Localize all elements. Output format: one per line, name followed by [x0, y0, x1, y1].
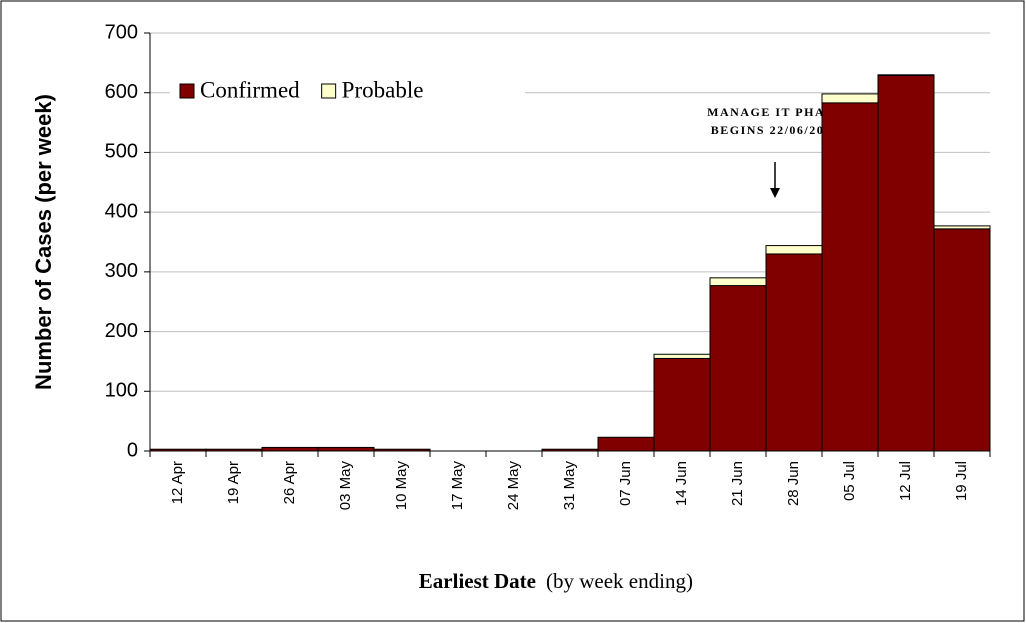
x-tick-label: 28 Jun — [785, 461, 802, 506]
x-tick-label: 05 Jul — [841, 461, 858, 501]
annotation: MANAGE IT PHASE — [707, 105, 843, 119]
x-tick-label: 03 May — [337, 461, 354, 511]
x-tick-label: 24 May — [505, 461, 522, 511]
legend-label: Probable — [342, 77, 424, 102]
x-tick-label: 12 Jul — [897, 461, 914, 501]
bar-segment — [597, 436, 655, 452]
legend-box — [170, 72, 525, 112]
bar-segment — [933, 225, 991, 230]
x-tick-label: 31 May — [561, 461, 578, 511]
x-tick-label: 10 May — [393, 461, 410, 511]
x-tick-label: 14 Jun — [673, 461, 690, 506]
x-axis-label: Earliest Date — [419, 569, 536, 593]
x-tick-label: 19 Apr — [225, 461, 242, 504]
bar-segment — [933, 228, 991, 452]
y-tick-label: 400 — [105, 200, 138, 222]
y-tick-label: 700 — [105, 21, 138, 43]
y-tick-label: 0 — [127, 439, 138, 461]
y-tick-label: 300 — [105, 260, 138, 282]
y-axis-label: Number of Cases (per week) — [31, 94, 56, 390]
y-tick-label: 600 — [105, 81, 138, 103]
bar-segment — [877, 74, 935, 452]
bar-segment — [653, 357, 711, 452]
bar-segment — [709, 277, 767, 287]
legend-swatch — [179, 83, 195, 99]
bar-segment — [821, 93, 879, 104]
x-tick-label: 21 Jun — [729, 461, 746, 506]
annotation: BEGINS 22/06/2009 — [711, 123, 840, 137]
bar-segment — [709, 285, 767, 452]
x-tick-label: 07 Jun — [617, 461, 634, 506]
bar-segment — [653, 353, 711, 359]
bar-segment — [261, 446, 319, 452]
bar-segment — [765, 245, 823, 255]
x-tick-label: 12 Apr — [169, 461, 186, 504]
bar-segment — [821, 102, 879, 452]
bar-segment — [317, 446, 375, 452]
legend-swatch — [321, 83, 337, 99]
y-tick-label: 100 — [105, 380, 138, 402]
legend-label: Confirmed — [200, 77, 300, 102]
y-tick-label: 200 — [105, 320, 138, 342]
bar-segment — [877, 74, 935, 76]
x-tick-label: 26 Apr — [281, 461, 298, 504]
y-tick-label: 500 — [105, 141, 138, 163]
annotation-arrowhead — [770, 188, 780, 198]
x-axis-note: (by week ending) — [546, 569, 693, 593]
bar-segment — [765, 253, 823, 452]
x-tick-label: 17 May — [449, 461, 466, 511]
x-tick-label: 19 Jul — [953, 461, 970, 501]
